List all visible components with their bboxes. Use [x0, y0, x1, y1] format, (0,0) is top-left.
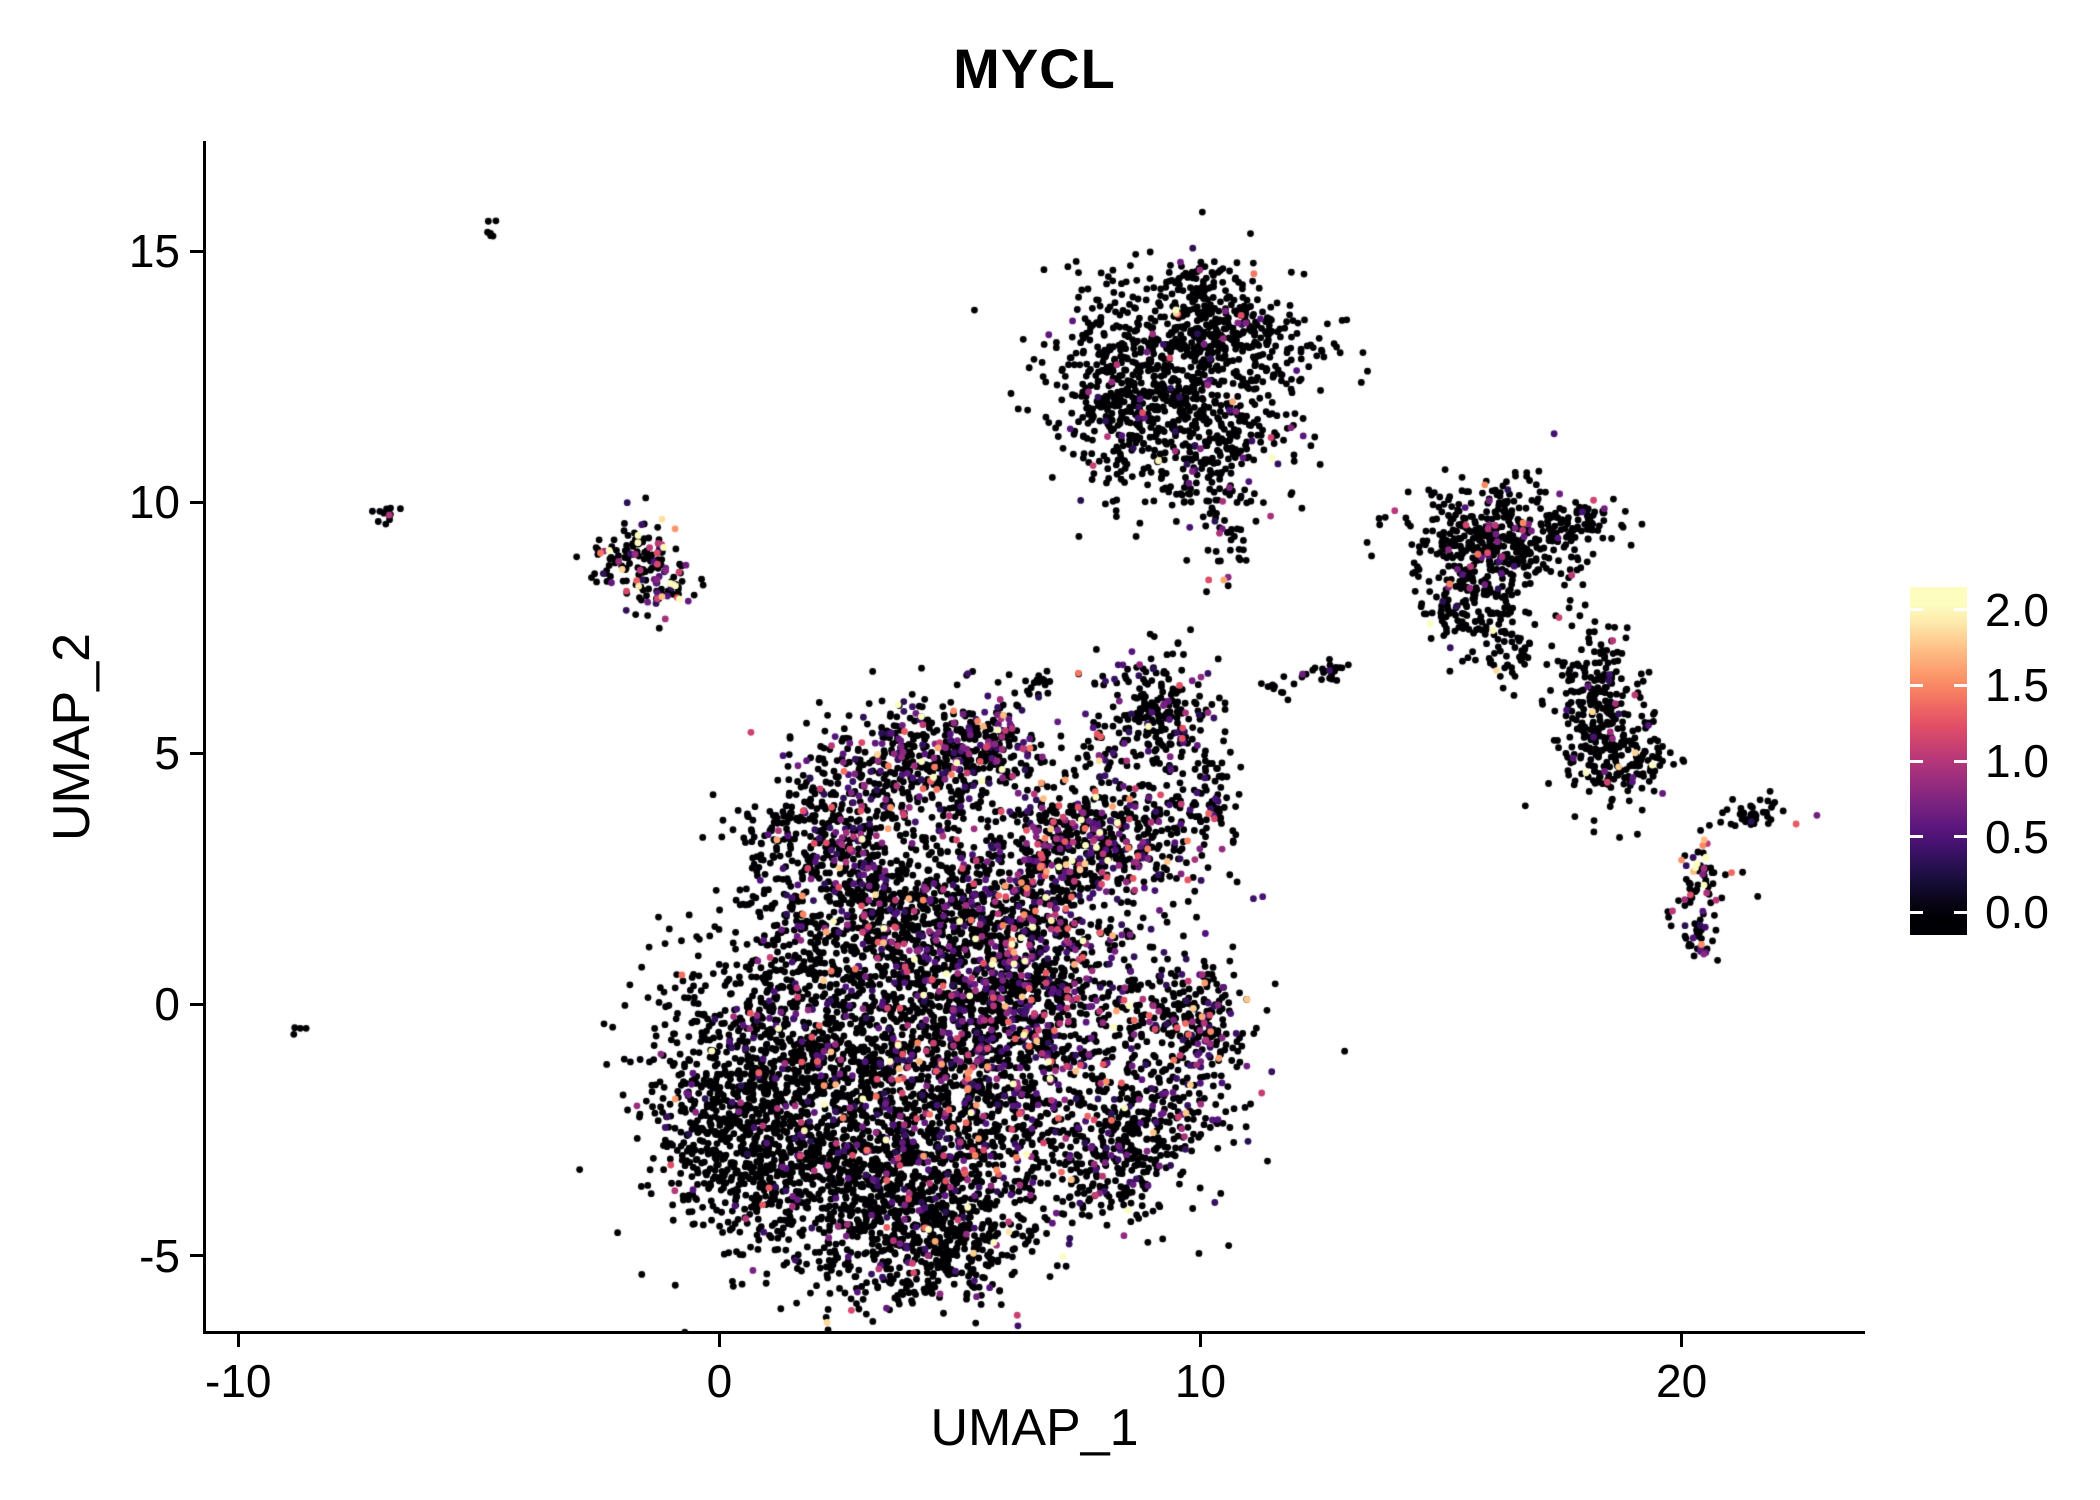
x-tick-mark — [236, 1334, 240, 1347]
x-tick-label: -10 — [205, 1355, 272, 1407]
colorbar-tick-mark — [1910, 910, 1923, 914]
colorbar-tick-mark — [1910, 759, 1923, 763]
colorbar-tick-mark — [1954, 910, 1967, 914]
y-tick-mark — [190, 249, 203, 253]
colorbar-tick-mark — [1910, 683, 1923, 687]
y-tick-label: 15 — [128, 225, 180, 277]
x-axis-line — [203, 1331, 1865, 1334]
x-tick-label: 20 — [1655, 1355, 1708, 1407]
x-tick-mark — [1680, 1334, 1684, 1347]
colorbar-tick-label: 0.0 — [1985, 886, 2049, 939]
y-tick-label: -5 — [139, 1229, 180, 1282]
x-tick-mark — [717, 1334, 721, 1347]
y-tick-mark — [190, 500, 203, 504]
colorbar-tick-mark — [1954, 608, 1967, 612]
y-tick-label: 0 — [154, 978, 180, 1031]
x-tick-mark — [1198, 1334, 1202, 1347]
y-tick-mark — [190, 1254, 203, 1258]
colorbar-tick-mark — [1910, 608, 1923, 612]
colorbar-tick-mark — [1954, 683, 1967, 687]
y-axis-title: UMAP_2 — [43, 632, 101, 842]
y-tick-label: 5 — [154, 727, 180, 780]
x-tick-label: 10 — [1174, 1355, 1227, 1407]
x-axis-title: UMAP_1 — [930, 1399, 1139, 1457]
colorbar — [1910, 587, 1967, 935]
colorbar-tick-mark — [1954, 835, 1967, 839]
colorbar-tick-mark — [1954, 759, 1967, 763]
scatter-points-canvas — [207, 143, 1862, 1331]
y-tick-mark — [190, 1002, 203, 1006]
plot-title: MYCL — [953, 37, 1116, 100]
x-tick-label: 0 — [706, 1355, 733, 1407]
y-tick-label: 10 — [128, 476, 180, 529]
colorbar-tick-label: 1.0 — [1985, 735, 2049, 787]
y-tick-mark — [190, 751, 203, 755]
colorbar-tick-label: 0.5 — [1985, 810, 2049, 863]
colorbar-tick-label: 2.0 — [1985, 583, 2049, 636]
colorbar-tick-mark — [1910, 835, 1923, 839]
y-axis-line — [203, 141, 206, 1334]
colorbar-tick-label: 1.5 — [1985, 659, 2049, 712]
